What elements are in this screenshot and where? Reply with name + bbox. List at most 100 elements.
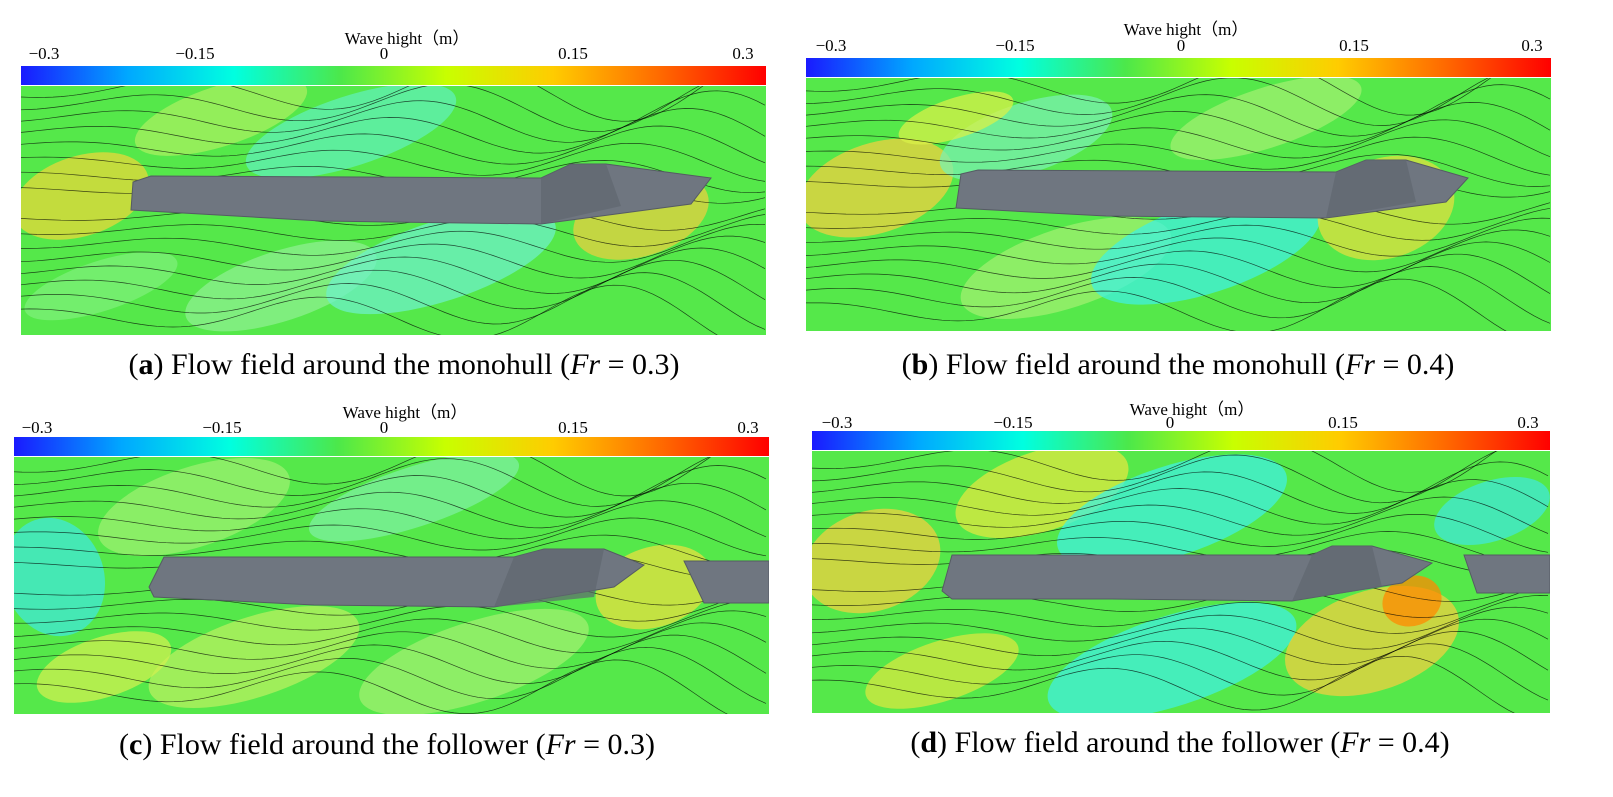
contour-line	[14, 482, 767, 529]
wave-region	[98, 457, 290, 557]
wave-region	[36, 631, 172, 703]
colorbar-tick-c-4: 0.3	[737, 418, 759, 437]
wave-region	[1170, 78, 1362, 161]
contour-line	[14, 622, 767, 669]
contour-line	[14, 589, 767, 622]
contour-line	[806, 241, 1551, 288]
caption-label-a: a	[138, 348, 154, 381]
wave-region	[1434, 476, 1550, 546]
caption-fr-c: Fr	[545, 728, 576, 761]
contour-line	[806, 136, 1551, 176]
contour-line	[21, 90, 766, 143]
caption-d: (d) Flow field around the follower (Fr =…	[910, 726, 1450, 759]
leading-ship-hull-c	[683, 560, 769, 604]
ship-bow-d	[1292, 546, 1382, 601]
caption-text-b: Flow field around the monohull	[945, 348, 1328, 381]
contour-line	[806, 266, 1551, 324]
wave-region	[24, 251, 178, 321]
wave-region	[148, 605, 360, 709]
ship-bow-a	[541, 164, 621, 224]
wave-pattern-d	[812, 451, 1550, 713]
wave-region	[812, 508, 941, 614]
caption-text-a: Flow field around the monohull	[170, 348, 553, 381]
colorbar-tick-a-0: −0.3	[28, 44, 60, 63]
contour-line	[812, 643, 1549, 701]
colorbar-tick-d-4: 0.3	[1517, 413, 1539, 432]
caption-fr-value-a: = 0.3)	[607, 348, 680, 381]
contour-line	[806, 207, 1551, 241]
colorbar-tick-d-2: 0	[1165, 413, 1175, 432]
flow-field-b	[806, 78, 1551, 331]
colorbar-b	[806, 58, 1551, 77]
flow-field-svg-c	[14, 457, 769, 714]
contour-line	[21, 205, 766, 231]
colorbar-tick-b-2: 0	[1176, 36, 1186, 55]
contour-line	[14, 646, 767, 704]
caption-fr-a: Fr	[570, 348, 601, 381]
contour-line	[806, 199, 1551, 225]
flow-field-svg-a	[21, 86, 766, 335]
colorbar-tick-a-1: −0.15	[175, 44, 215, 63]
contour-line	[812, 496, 1549, 536]
caption-fr-value-d: = 0.4)	[1377, 726, 1450, 759]
contour-line	[812, 531, 1549, 565]
wave-region	[1057, 454, 1287, 568]
wave-region	[308, 457, 520, 542]
wave-region	[245, 86, 457, 179]
wave-pattern-a	[21, 86, 709, 332]
wave-region	[898, 91, 1014, 145]
wave-region	[326, 207, 556, 315]
contour-line	[21, 259, 766, 310]
caption-fr-d: Fr	[1340, 726, 1371, 759]
flow-field-svg-b	[806, 78, 1551, 331]
contour-line	[806, 229, 1551, 273]
contour-line	[21, 125, 766, 165]
contour-line	[21, 235, 766, 279]
contour-line	[14, 634, 767, 684]
contour-line	[14, 610, 767, 654]
wave-region	[865, 633, 1019, 709]
colorbar-c	[14, 437, 769, 456]
colorbar-title-b: Wave hight（m）	[1123, 20, 1249, 39]
contour-line	[812, 479, 1549, 525]
contour-line	[21, 214, 766, 247]
colorbar-a	[21, 66, 766, 85]
caption-a: (a) Flow field around the monohull (Fr =…	[128, 348, 680, 381]
colorbar-tick-b-0: −0.3	[815, 36, 847, 55]
contour-line	[806, 253, 1551, 304]
contour-line	[806, 78, 1489, 126]
contour-line	[812, 585, 1549, 618]
flow-field-a	[21, 86, 766, 335]
caption-label-d: d	[920, 726, 938, 759]
flow-field-svg-d	[812, 451, 1550, 713]
wave-region	[1047, 602, 1297, 713]
contour-line	[14, 457, 710, 507]
contour-line	[812, 655, 1515, 713]
contour-line	[21, 142, 766, 182]
caption-label-b: b	[911, 348, 929, 381]
contour-line	[806, 84, 1551, 137]
colorbar-tick-a-2: 0	[379, 44, 389, 63]
contour-lines-b	[806, 78, 1551, 331]
contour-line	[806, 278, 1507, 331]
contour-line	[812, 451, 1498, 504]
colorbar-tick-b-1: −0.15	[995, 36, 1035, 55]
contour-line	[21, 108, 766, 154]
colorbar-tick-d-0: −0.3	[821, 413, 853, 432]
ship-bow-b	[1326, 160, 1416, 218]
colorbar-tick-c-3: 0.15	[558, 418, 588, 437]
contour-line	[812, 606, 1549, 650]
caption-text-c: Flow field around the follower	[159, 728, 529, 761]
colorbar-title-d: Wave hight（m）	[1129, 400, 1255, 419]
contour-line	[806, 119, 1551, 159]
colorbar-title-a: Wave hight（m）	[344, 29, 470, 48]
colorbar-tick-b-3: 0.15	[1339, 36, 1369, 55]
contour-line	[812, 461, 1549, 514]
wave-region	[806, 138, 954, 238]
contour-line	[14, 598, 767, 638]
colorbar-d	[812, 431, 1550, 450]
colorbar-tick-b-4: 0.3	[1521, 36, 1543, 55]
contour-line	[21, 86, 700, 133]
contour-line	[21, 284, 718, 335]
contour-line	[806, 78, 1492, 116]
